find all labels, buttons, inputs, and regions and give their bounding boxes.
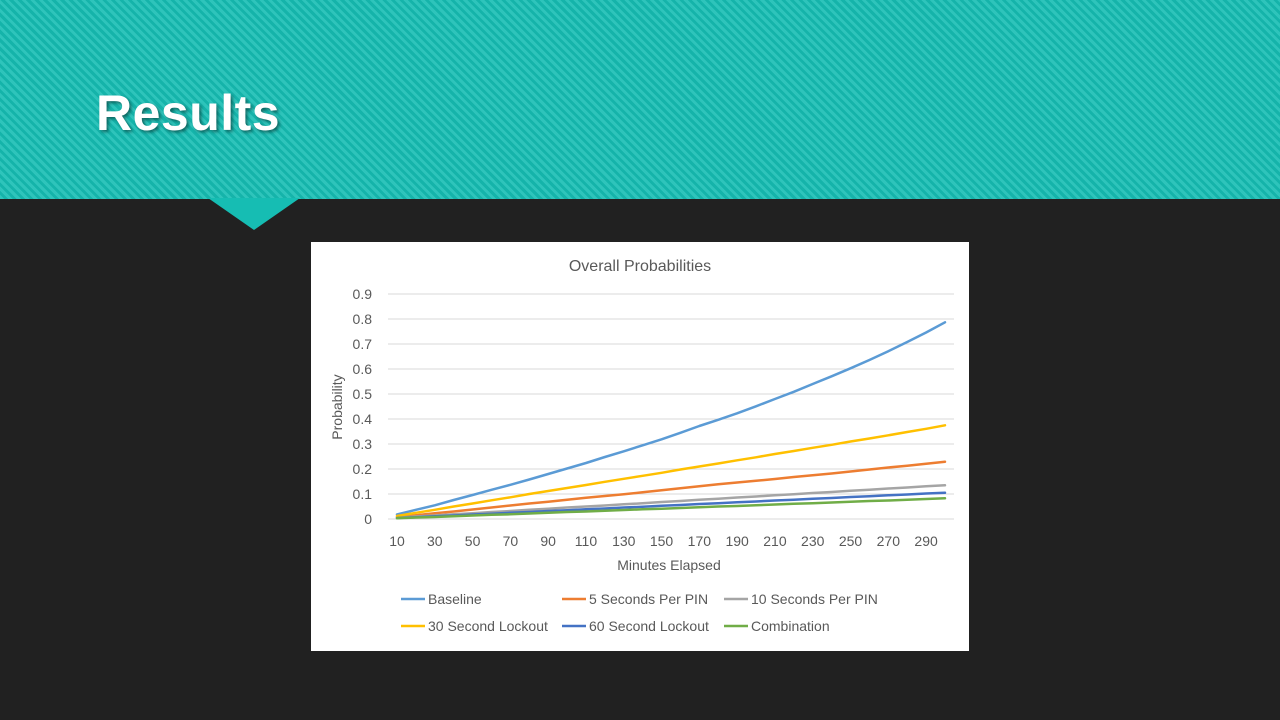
y-tick-label: 0.8 [353, 311, 373, 327]
y-tick-label: 0.1 [353, 486, 373, 502]
y-tick-label: 0.2 [353, 461, 373, 477]
series-line-1 [395, 460, 947, 519]
x-tick-label: 70 [503, 533, 519, 549]
x-tick-label: 170 [688, 533, 712, 549]
x-tick-label: 150 [650, 533, 674, 549]
legend-label: 30 Second Lockout [428, 618, 548, 634]
y-tick-label: 0.9 [353, 286, 373, 302]
x-tick-label: 210 [763, 533, 787, 549]
x-tick-label: 290 [914, 533, 938, 549]
x-tick-label: 270 [877, 533, 901, 549]
y-tick-label: 0.5 [353, 386, 373, 402]
header-band [0, 0, 1280, 199]
slide-title: Results [96, 85, 281, 141]
x-tick-label: 90 [540, 533, 556, 549]
x-axis-label: Minutes Elapsed [617, 557, 721, 573]
series-line-5 [395, 497, 947, 520]
gridlines [388, 293, 954, 520]
y-tick-label: 0.6 [353, 361, 373, 377]
x-tick-label: 130 [612, 533, 636, 549]
series-lines [395, 321, 947, 520]
x-tick-label: 190 [725, 533, 749, 549]
legend-label: Baseline [428, 591, 482, 607]
legend-entry: Combination [724, 618, 830, 634]
y-tick-label: 0.7 [353, 336, 373, 352]
y-axis-label: Probability [329, 374, 345, 439]
legend-entry: 10 Seconds Per PIN [724, 591, 878, 607]
x-tick-label: 10 [389, 533, 405, 549]
legend-entry: 30 Second Lockout [401, 618, 548, 634]
series-line-2 [395, 484, 947, 520]
legend-entry: 60 Second Lockout [562, 618, 709, 634]
legend: Baseline 5 Seconds Per PIN 10 Seconds Per … [401, 591, 878, 634]
legend-entry: Baseline [401, 591, 482, 607]
y-tick-label: 0.3 [353, 436, 373, 452]
chart-title: Overall Probabilities [569, 258, 711, 275]
legend-label: 60 Second Lockout [589, 618, 709, 634]
x-tick-label: 230 [801, 533, 825, 549]
x-tick-label: 50 [465, 533, 481, 549]
y-tick-label: 0 [364, 511, 372, 527]
x-tick-label: 250 [839, 533, 863, 549]
series-line-3 [395, 424, 947, 518]
x-axis-ticks: 10 30 50 70 90 110 130 150 170 190 210 230 250 270 290 [389, 533, 938, 549]
x-tick-label: 30 [427, 533, 443, 549]
y-axis-ticks: 0 0.1 0.2 0.3 0.4 0.5 0.6 0.7 0.8 0.9 [353, 286, 373, 527]
legend-label: Combination [751, 618, 830, 634]
chart-panel: Overall Probabilities 0 0.1 0.2 0.3 0.4 0.5 0.… [311, 242, 969, 651]
legend-entry: 5 Seconds Per PIN [562, 591, 708, 607]
header-notch [208, 198, 300, 230]
legend-label: 10 Seconds Per PIN [751, 591, 878, 607]
legend-label: 5 Seconds Per PIN [589, 591, 708, 607]
line-chart: Overall Probabilities 0 0.1 0.2 0.3 0.4 0.5 0.… [329, 258, 954, 634]
x-tick-label: 110 [575, 533, 598, 549]
y-tick-label: 0.4 [353, 411, 373, 427]
series-line-0 [395, 321, 947, 516]
